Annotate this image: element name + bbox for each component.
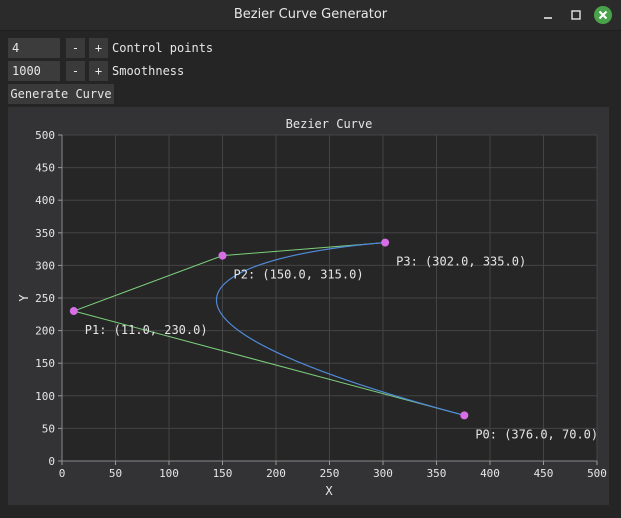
control-point-label: P0: (376.0, 70.0)	[475, 427, 598, 441]
grid-lines	[61, 134, 598, 462]
control-point-marker	[69, 307, 78, 316]
control-point-label: P2: (150.0, 315.0)	[234, 268, 364, 282]
control-point-marker	[460, 411, 469, 420]
control-point-marker	[381, 238, 390, 247]
y-tick-label: 200	[35, 325, 55, 338]
smoothness-increment-button[interactable]: +	[89, 61, 108, 81]
chart-title: Bezier Curve	[286, 117, 373, 131]
smoothness-row: - + Smoothness	[8, 61, 228, 81]
x-tick-label: 500	[587, 467, 607, 480]
x-tick-label: 350	[427, 467, 447, 480]
x-tick-label: 200	[266, 467, 286, 480]
x-tick-label: 150	[213, 467, 233, 480]
generate-curve-button[interactable]: Generate Curve	[8, 84, 114, 104]
control-polygon	[72, 242, 465, 416]
x-axis-label: X	[325, 484, 333, 498]
y-tick-label: 300	[35, 259, 55, 272]
y-tick-label: 500	[35, 129, 55, 142]
y-tick-label: 150	[35, 357, 55, 370]
x-tick-label: 0	[59, 467, 66, 480]
x-tick-label: 400	[480, 467, 500, 480]
maximize-icon[interactable]	[566, 5, 586, 25]
close-icon[interactable]	[593, 5, 613, 25]
x-tick-label: 300	[373, 467, 393, 480]
control-points-input[interactable]	[8, 38, 60, 58]
control-point-marker	[218, 251, 227, 260]
tick-labels: 0 50 100 150 200 250 300 350 400 450 500 0 50 100 150 2…	[35, 129, 607, 480]
plot-panel: 0 50 100 150 200 250 300 350 400 450 500 0 50 100 150 2…	[8, 107, 609, 505]
x-tick-label: 100	[159, 467, 179, 480]
control-points-decrement-button[interactable]: -	[66, 38, 85, 58]
control-point-label: P1: (11.0, 230.0)	[85, 323, 208, 337]
x-tick-label: 50	[109, 467, 122, 480]
y-tick-label: 100	[35, 390, 55, 403]
control-point-label: P3: (302.0, 335.0)	[396, 255, 526, 269]
control-points-row: - + Control points	[8, 38, 228, 58]
smoothness-label: Smoothness	[112, 64, 185, 78]
minimize-icon[interactable]	[538, 5, 558, 25]
x-tick-label: 250	[320, 467, 340, 480]
control-points-increment-button[interactable]: +	[89, 38, 108, 58]
smoothness-input[interactable]	[8, 61, 60, 81]
y-axis-label: Y	[17, 294, 31, 302]
y-tick-label: 400	[35, 194, 55, 207]
title-bar: Bezier Curve Generator	[0, 0, 621, 31]
x-tick-label: 450	[534, 467, 554, 480]
y-tick-label: 450	[35, 162, 55, 175]
control-points-label: Control points	[112, 41, 214, 55]
y-tick-label: 350	[35, 227, 55, 240]
y-tick-label: 50	[42, 422, 55, 435]
bezier-curve	[215, 241, 465, 416]
series-layer: P0: (376.0, 70.0) P1: (11.0, 230.0) P2: (1…	[69, 238, 598, 441]
y-tick-label: 250	[35, 292, 55, 305]
bezier-plot[interactable]: 0 50 100 150 200 250 300 350 400 450 500 0 50 100 150 2…	[8, 107, 609, 505]
smoothness-decrement-button[interactable]: -	[66, 61, 85, 81]
y-tick-label: 0	[48, 455, 55, 468]
axes	[58, 134, 598, 465]
window-title: Bezier Curve Generator	[233, 7, 388, 22]
